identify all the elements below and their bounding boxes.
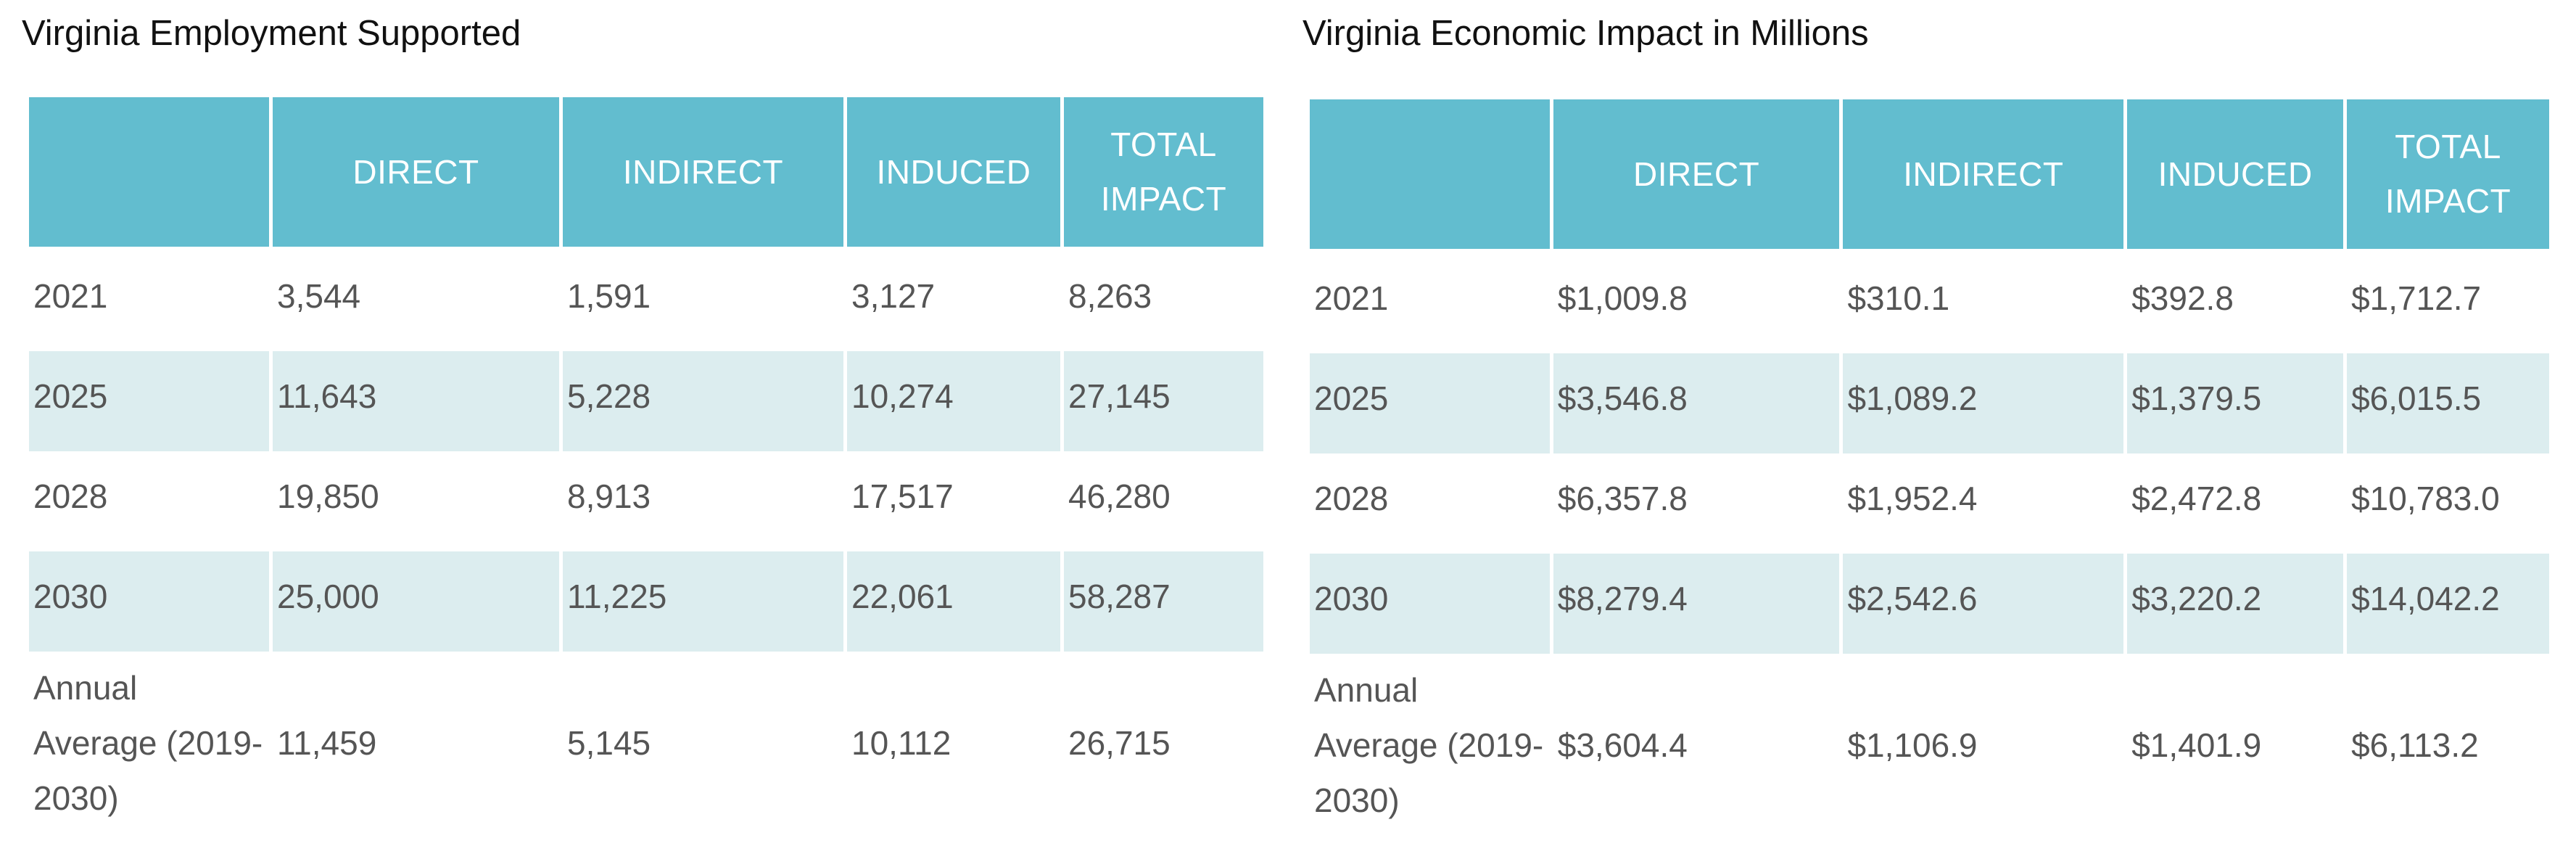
direct-cell: $8,279.4	[1553, 554, 1840, 654]
annual-average-row: Annual Average (2019- 2030) 11,459 5,145 1…	[29, 652, 1263, 826]
induced-cell: $392.8	[2131, 279, 2234, 317]
induced-cell: $1,401.9	[2131, 726, 2262, 764]
header-induced: INDUCED	[847, 97, 1060, 251]
header-row: DIRECT INDIRECT INDUCED TOTAL IMPACT	[1310, 99, 2549, 253]
induced-cell: $1,379.5	[2127, 353, 2344, 453]
header-year	[1310, 99, 1550, 253]
direct-cell: 25,000	[273, 551, 559, 652]
total-cell: 27,145	[1064, 351, 1263, 451]
indirect-cell: 5,228	[563, 351, 843, 451]
total-cell: $14,042.2	[2347, 554, 2549, 654]
indirect-cell: $310.1	[1847, 279, 1950, 317]
year-cell: 2025	[29, 351, 269, 451]
annual-average-row: Annual Average (2019- 2030) $3,604.4 $1,10…	[1310, 654, 2549, 828]
header-year	[29, 97, 269, 251]
year-cell: 2030	[29, 551, 269, 652]
header-total-impact: TOTAL IMPACT	[1064, 97, 1263, 251]
direct-cell: 11,643	[273, 351, 559, 451]
indirect-cell: 1,591	[567, 277, 651, 315]
total-cell: 8,263	[1068, 277, 1152, 315]
induced-cell: 10,274	[847, 351, 1060, 451]
header-induced: INDUCED	[2127, 99, 2344, 253]
annual-average-label: Annual Average (2019- 2030)	[1314, 671, 1544, 819]
total-cell: 26,715	[1068, 723, 1171, 762]
direct-cell: $3,604.4	[1557, 726, 1688, 764]
table-row: 2028 $6,357.8 $1,952.4 $2,472.8 $10,783.…	[1310, 453, 2549, 554]
economic-impact-table: DIRECT INDIRECT INDUCED TOTAL IMPACT 2021…	[1306, 99, 2553, 828]
table-row: 2030 $8,279.4 $2,542.6 $3,220.2 $14,042.…	[1310, 554, 2549, 654]
direct-cell: 19,850	[277, 477, 379, 515]
economic-impact-table-title: Virginia Economic Impact in Millions	[1303, 14, 1869, 53]
table-row: 2030 25,000 11,225 22,061 58,287	[29, 551, 1263, 652]
total-cell: 58,287	[1064, 551, 1263, 652]
table-row: 2025 $3,546.8 $1,089.2 $1,379.5 $6,015.5	[1310, 353, 2549, 453]
indirect-cell: 8,913	[567, 477, 651, 515]
direct-cell: $3,546.8	[1553, 353, 1840, 453]
direct-cell: $1,009.8	[1557, 279, 1688, 317]
direct-cell: $6,357.8	[1557, 480, 1688, 517]
indirect-cell: $2,542.6	[1843, 554, 2124, 654]
direct-cell: 11,459	[277, 723, 377, 762]
table-row: 2025 11,643 5,228 10,274 27,145	[29, 351, 1263, 451]
direct-cell: 3,544	[277, 277, 361, 315]
header-total-impact: TOTAL IMPACT	[2347, 99, 2549, 253]
indirect-cell: 5,145	[567, 723, 651, 762]
employment-table-title: Virginia Employment Supported	[22, 14, 521, 53]
year-cell: 2021	[1314, 279, 1389, 317]
header-direct: DIRECT	[273, 97, 559, 251]
year-cell: 2021	[33, 277, 108, 315]
induced-cell: $3,220.2	[2127, 554, 2344, 654]
induced-cell: 17,517	[851, 477, 954, 515]
header-indirect: INDIRECT	[563, 97, 843, 251]
induced-cell: $2,472.8	[2131, 480, 2262, 517]
year-cell: 2028	[33, 477, 108, 515]
year-cell: 2028	[1314, 480, 1389, 517]
indirect-cell: $1,089.2	[1843, 353, 2124, 453]
induced-cell: 3,127	[851, 277, 936, 315]
total-cell: $6,113.2	[2351, 726, 2479, 764]
table-row: 2021 $1,009.8 $310.1 $392.8 $1,712.7	[1310, 253, 2549, 353]
table-row: 2021 3,544 1,591 3,127 8,263	[29, 251, 1263, 351]
indirect-cell: $1,106.9	[1847, 726, 1978, 764]
total-cell: $1,712.7	[2351, 279, 2482, 317]
total-cell: $6,015.5	[2347, 353, 2549, 453]
total-cell: 46,280	[1068, 477, 1171, 515]
year-cell: 2030	[1310, 554, 1550, 654]
induced-cell: 10,112	[851, 723, 951, 762]
total-cell: $10,783.0	[2351, 480, 2500, 517]
year-cell: 2025	[1310, 353, 1550, 453]
employment-table: DIRECT INDIRECT INDUCED TOTAL IMPACT 2021…	[25, 97, 1267, 826]
header-row: DIRECT INDIRECT INDUCED TOTAL IMPACT	[29, 97, 1263, 251]
header-indirect: INDIRECT	[1843, 99, 2124, 253]
header-direct: DIRECT	[1553, 99, 1840, 253]
annual-average-label: Annual Average (2019- 2030)	[33, 669, 263, 817]
indirect-cell: $1,952.4	[1847, 480, 1978, 517]
table-row: 2028 19,850 8,913 17,517 46,280	[29, 451, 1263, 551]
induced-cell: 22,061	[847, 551, 1060, 652]
indirect-cell: 11,225	[563, 551, 843, 652]
